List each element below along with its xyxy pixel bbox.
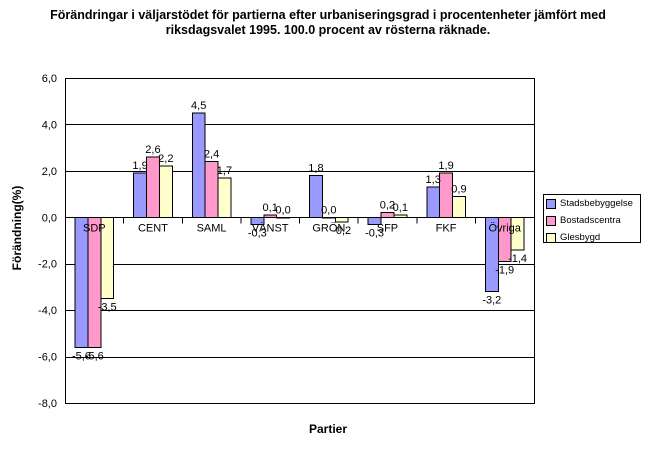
svg-text:-0,3: -0,3 [365, 227, 384, 239]
svg-text:1,3: 1,3 [426, 174, 441, 186]
svg-text:-3,2: -3,2 [482, 295, 501, 307]
svg-text:-3,5: -3,5 [98, 302, 117, 314]
svg-text:1,9: 1,9 [132, 160, 147, 172]
svg-text:-4,0: -4,0 [38, 305, 57, 317]
svg-text:-0,2: -0,2 [332, 225, 351, 237]
svg-text:-2,0: -2,0 [38, 259, 57, 271]
svg-text:0,1: 0,1 [393, 202, 408, 214]
svg-text:-8,0: -8,0 [38, 398, 57, 410]
svg-text:Övriga: Övriga [488, 223, 521, 235]
svg-text:4,0: 4,0 [42, 119, 57, 131]
svg-text:-6,0: -6,0 [38, 352, 57, 364]
svg-text:-0,3: -0,3 [248, 227, 267, 239]
svg-text:-1,9: -1,9 [495, 264, 514, 276]
svg-text:2,4: 2,4 [204, 149, 219, 161]
svg-text:4,5: 4,5 [191, 100, 206, 112]
svg-text:6,0: 6,0 [42, 73, 57, 85]
svg-text:-5,6: -5,6 [85, 350, 104, 362]
svg-text:0,9: 0,9 [451, 183, 466, 195]
svg-text:0,0: 0,0 [275, 204, 290, 216]
svg-text:-1,4: -1,4 [508, 253, 527, 265]
svg-text:CENT: CENT [138, 223, 168, 235]
svg-text:SDP: SDP [83, 223, 106, 235]
svg-text:1,7: 1,7 [217, 165, 232, 177]
svg-text:SAML: SAML [197, 223, 227, 235]
svg-text:0,0: 0,0 [42, 212, 57, 224]
svg-text:FKF: FKF [436, 223, 457, 235]
svg-text:1,9: 1,9 [438, 160, 453, 172]
svg-text:2,0: 2,0 [42, 166, 57, 178]
svg-text:1,8: 1,8 [308, 163, 323, 175]
svg-text:0,0: 0,0 [321, 204, 336, 216]
svg-text:2,2: 2,2 [158, 153, 173, 165]
